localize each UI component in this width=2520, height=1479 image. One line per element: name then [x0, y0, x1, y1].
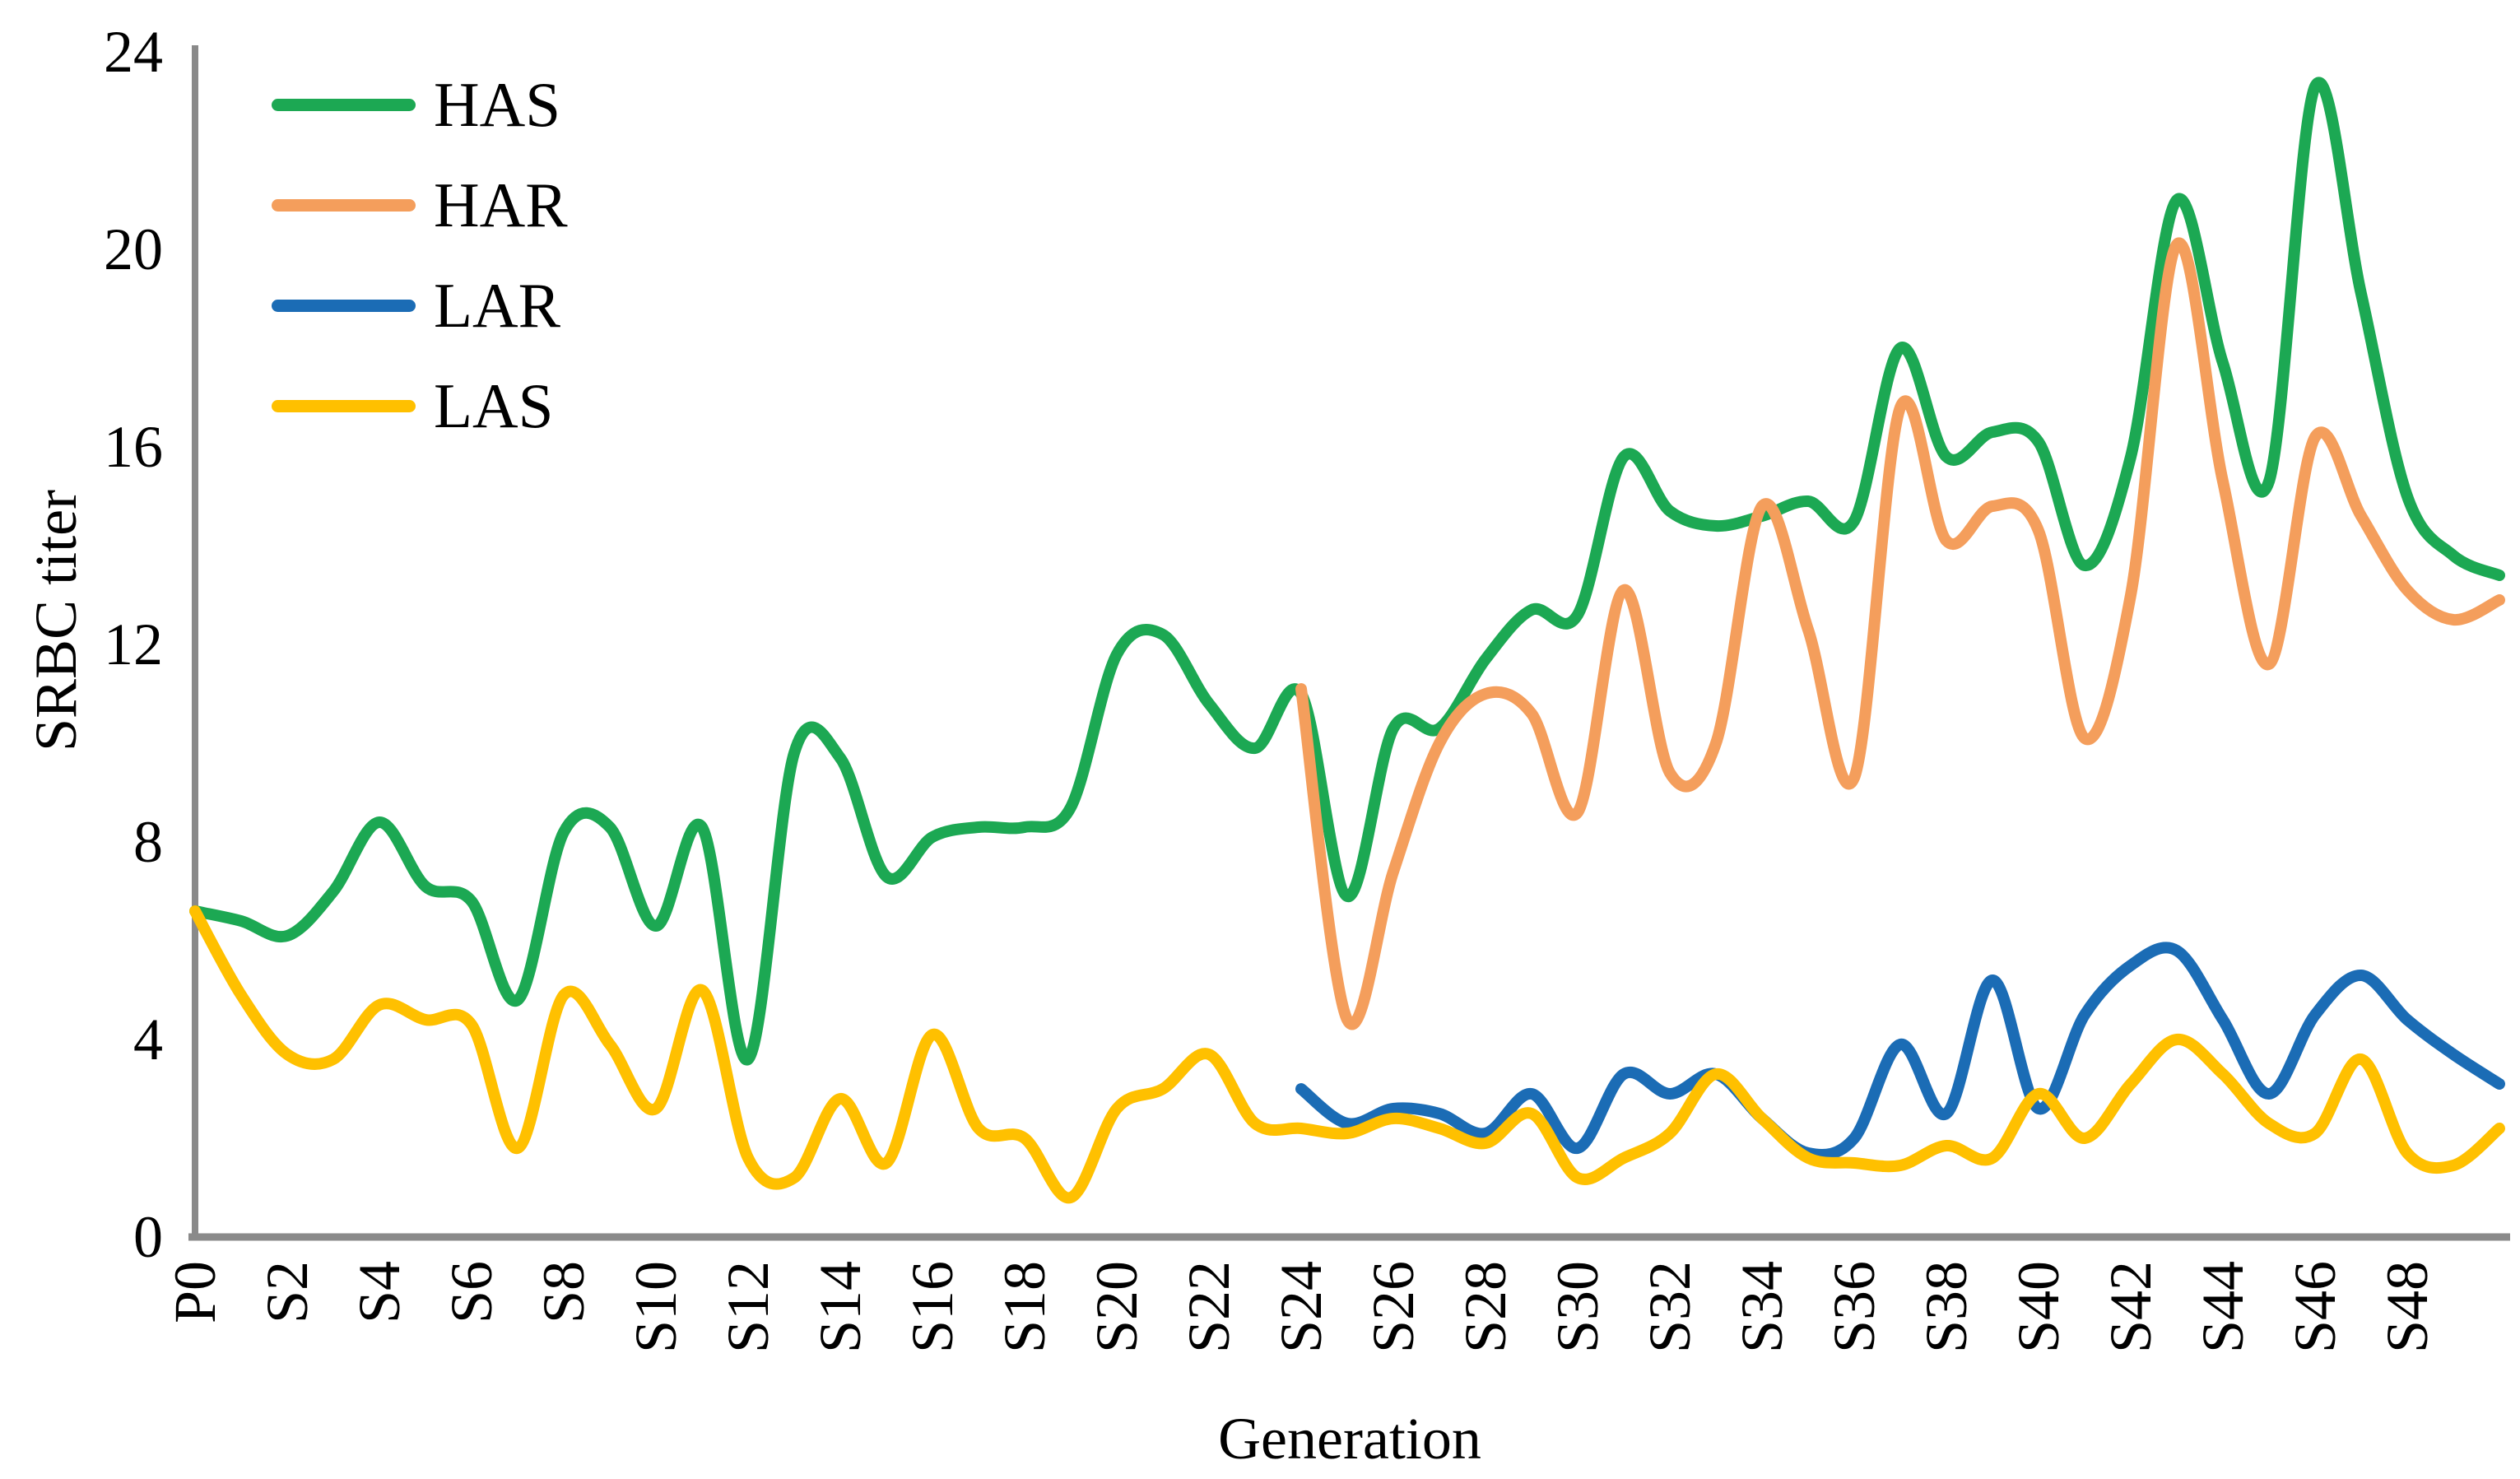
legend-line-las-icon [272, 399, 416, 412]
legend-label-las: LAS [434, 370, 554, 441]
x-tick-label-S24: S24 [1268, 1261, 1334, 1353]
x-tick-label-S16: S16 [900, 1261, 965, 1353]
legend-row-har: HAR [272, 173, 568, 237]
series-line-lar [1295, 942, 2505, 1160]
legend-row-las: LAS [272, 374, 568, 438]
y-tick-label-24: 24 [104, 19, 163, 85]
x-tick-label-S28: S28 [1453, 1261, 1518, 1353]
legend-row-has: HAS [272, 72, 568, 137]
x-tick-label-S4: S4 [346, 1261, 412, 1323]
x-tick-label-S6: S6 [439, 1261, 504, 1323]
x-tick-label-S8: S8 [531, 1261, 597, 1323]
legend-label-lar: LAR [434, 269, 560, 341]
x-tick-label-S30: S30 [1545, 1261, 1611, 1353]
y-tick-label-4: 4 [133, 1007, 163, 1072]
x-tick-label-S20: S20 [1084, 1261, 1150, 1353]
series-line-has [189, 77, 2505, 1066]
x-tick-label-S40: S40 [2006, 1261, 2071, 1353]
x-tick-label-S22: S22 [1176, 1261, 1242, 1353]
x-tick-label-S38: S38 [1913, 1261, 1979, 1353]
x-tick-label-S44: S44 [2190, 1261, 2256, 1353]
x-tick-label-S34: S34 [1729, 1261, 1795, 1353]
legend-row-lar: LAR [272, 273, 568, 337]
legend-line-has-icon [272, 98, 416, 111]
y-tick-label-12: 12 [104, 612, 163, 677]
x-tick-label-S32: S32 [1637, 1261, 1703, 1353]
x-tick-label-S36: S36 [1821, 1261, 1887, 1353]
x-tick-label-S42: S42 [2098, 1261, 2164, 1353]
x-tick-label-S14: S14 [807, 1261, 873, 1353]
legend-line-lar-icon [272, 299, 416, 312]
series-line-las [189, 905, 2505, 1204]
x-tick-label-P0: P0 [162, 1261, 228, 1323]
legend-label-has: HAS [434, 68, 561, 140]
y-tick-label-16: 16 [104, 414, 163, 480]
y-tick-label-8: 8 [133, 809, 163, 875]
chart-legend: HAS HAR LAR LAS [272, 72, 568, 438]
x-tick-label-S46: S46 [2282, 1261, 2348, 1353]
legend-line-har-icon [272, 198, 416, 212]
x-axis-title: Generation [1218, 1406, 1481, 1472]
legend-label-har: HAR [434, 169, 568, 240]
x-tick-label-S2: S2 [254, 1261, 320, 1323]
x-tick-label-S48: S48 [2374, 1261, 2440, 1353]
x-tick-label-S10: S10 [623, 1261, 689, 1353]
series-line-har [1295, 237, 2505, 1030]
y-tick-label-0: 0 [133, 1204, 163, 1270]
x-tick-label-S18: S18 [992, 1261, 1058, 1353]
y-tick-label-20: 20 [104, 216, 163, 282]
x-tick-label-S12: S12 [715, 1261, 781, 1353]
y-axis-title: SRBC titer [23, 489, 89, 752]
x-tick-label-S26: S26 [1360, 1261, 1426, 1353]
